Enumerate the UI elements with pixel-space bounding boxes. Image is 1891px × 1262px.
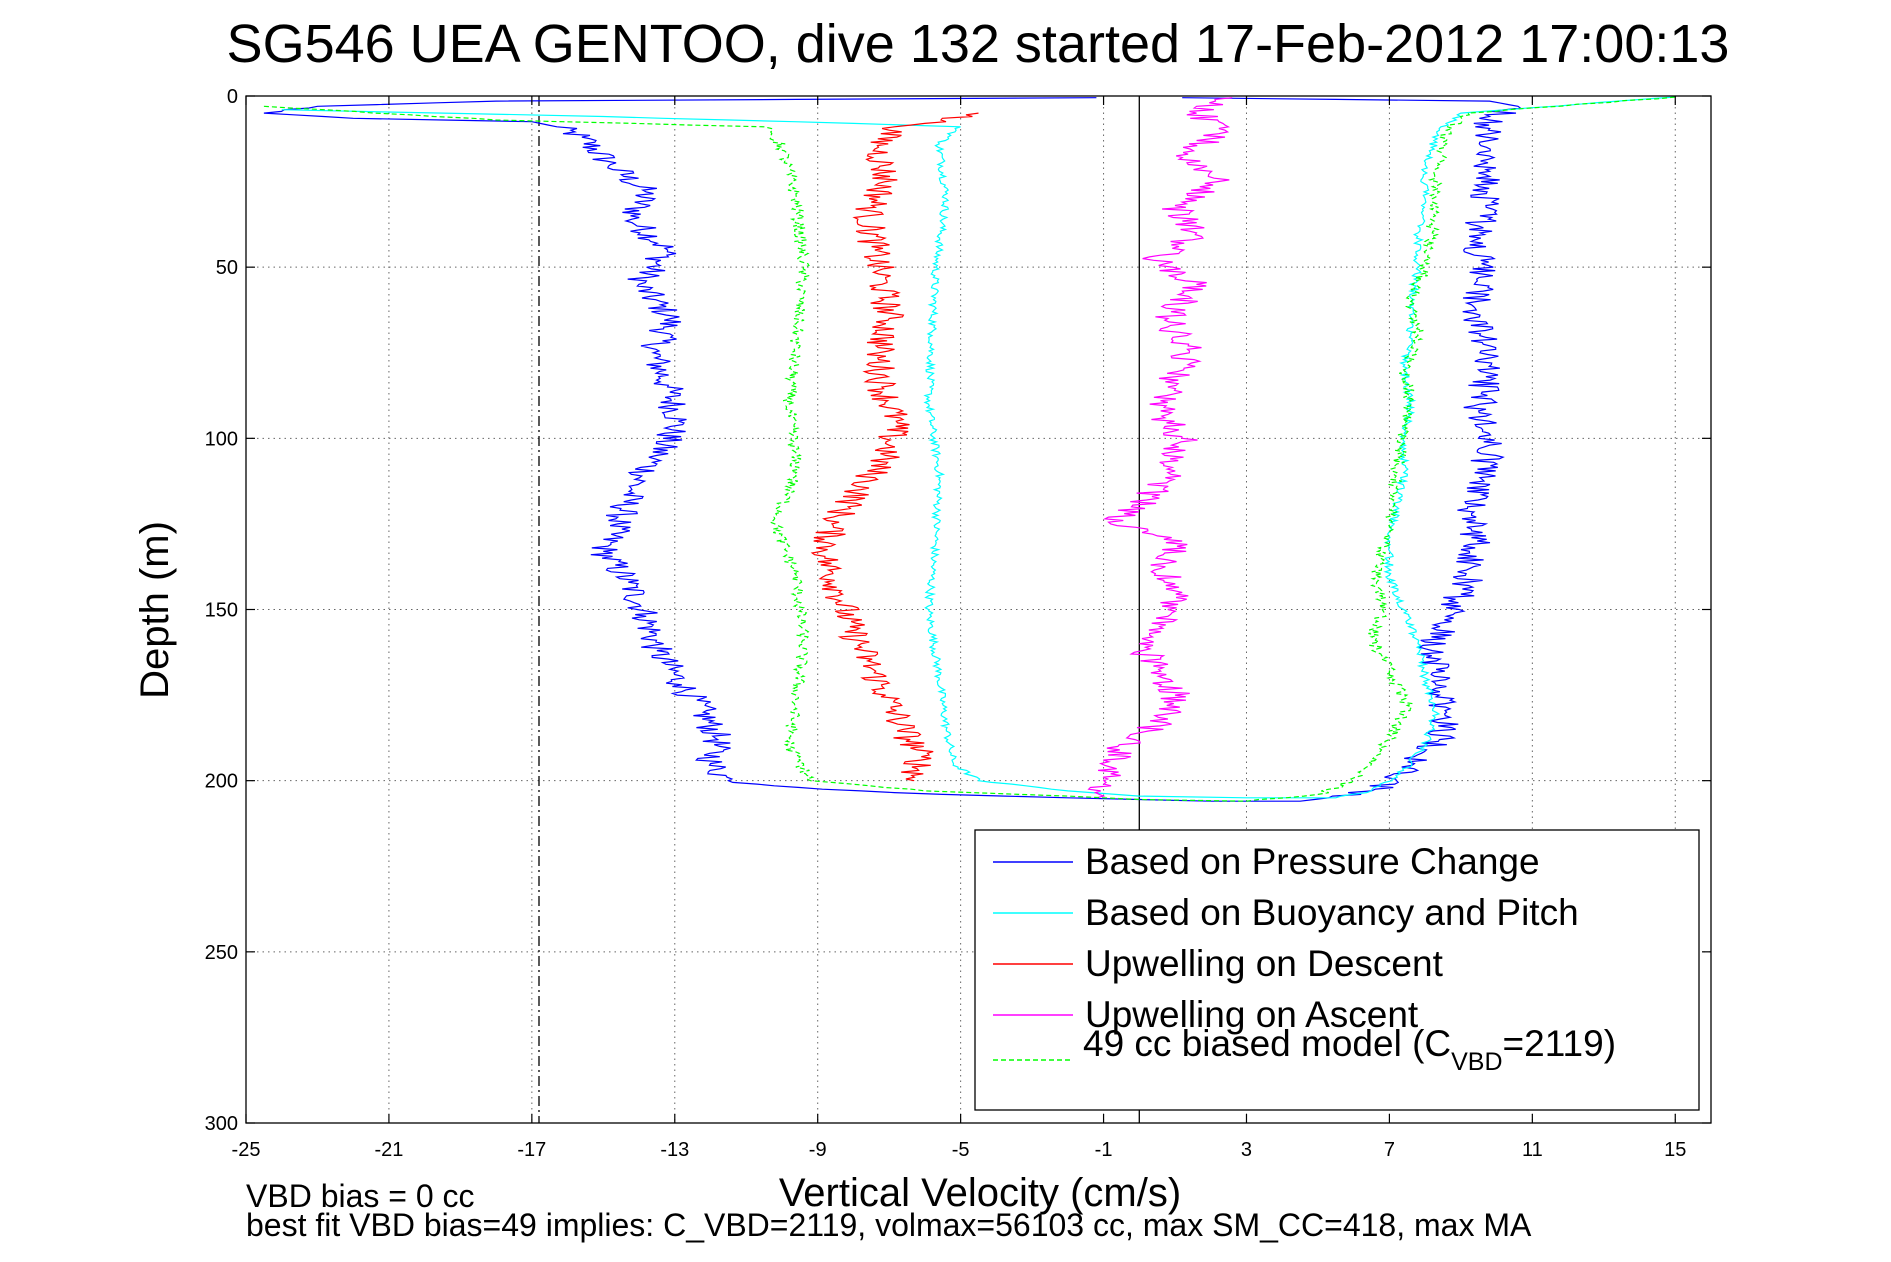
y-tick-label: 150 [205, 600, 238, 622]
y-tick-label: 50 [216, 257, 238, 279]
series-line-0 [263, 97, 1522, 802]
legend-label-prefix: 49 cc biased model (C [1083, 1023, 1451, 1064]
x-tick-label: 3 [1241, 1139, 1252, 1161]
y-tick-label: 100 [205, 428, 238, 450]
legend-label-4: 49 cc biased model (CVBD=2119) [1083, 1023, 1616, 1076]
x-tick-label: -9 [809, 1139, 827, 1161]
series-line-1 [281, 96, 1676, 799]
x-tick-label: -21 [374, 1139, 403, 1161]
x-tick-label: -25 [232, 1139, 261, 1161]
legend-label-0: Based on Pressure Change [1085, 841, 1540, 882]
footer-line-1: VBD bias = 0 cc [246, 1178, 475, 1214]
x-axis-label: Vertical Velocity (cm/s) [779, 1171, 1181, 1215]
x-tick-label: 7 [1384, 1139, 1395, 1161]
y-ticks: 0 50 100 150 200 250 300 [205, 86, 1711, 1135]
x-tick-label: -1 [1095, 1139, 1113, 1161]
series-group [263, 96, 1676, 802]
legend-label-1: Based on Buoyancy and Pitch [1085, 892, 1579, 933]
x-ticks: -25 -21 -17 -13 -9 -5 -1 3 7 11 15 [232, 96, 1686, 1161]
y-tick-label: 300 [205, 1113, 238, 1135]
legend-label-suffix: =2119) [1503, 1023, 1617, 1064]
y-tick-label: 250 [205, 942, 238, 964]
legend-box [974, 829, 1700, 1111]
legend: Based on Pressure Change Based on Buoyanc… [974, 829, 1700, 1111]
series-line-4 [263, 96, 1676, 802]
x-tick-label: -5 [952, 1139, 970, 1161]
legend-label-3: Upwelling on Ascent [1085, 994, 1419, 1035]
y-tick-label: 0 [227, 86, 238, 108]
y-axis-label: Depth (m) [133, 521, 177, 699]
x-tick-label: -17 [517, 1139, 546, 1161]
series-line-2 [810, 112, 979, 782]
y-tick-label: 200 [205, 771, 238, 793]
chart-title: SG546 UEA GENTOO, dive 132 started 17-Fe… [227, 14, 1730, 74]
x-tick-label: 15 [1664, 1139, 1686, 1161]
series-line-3 [1087, 97, 1233, 799]
legend-label-2: Upwelling on Descent [1085, 943, 1444, 984]
legend-label-subscript: VBD [1451, 1048, 1502, 1076]
x-tick-label: -13 [660, 1139, 689, 1161]
x-tick-label: 11 [1522, 1139, 1543, 1161]
footer-line-2: best fit VBD bias=49 implies: C_VBD=2119… [246, 1207, 1532, 1243]
